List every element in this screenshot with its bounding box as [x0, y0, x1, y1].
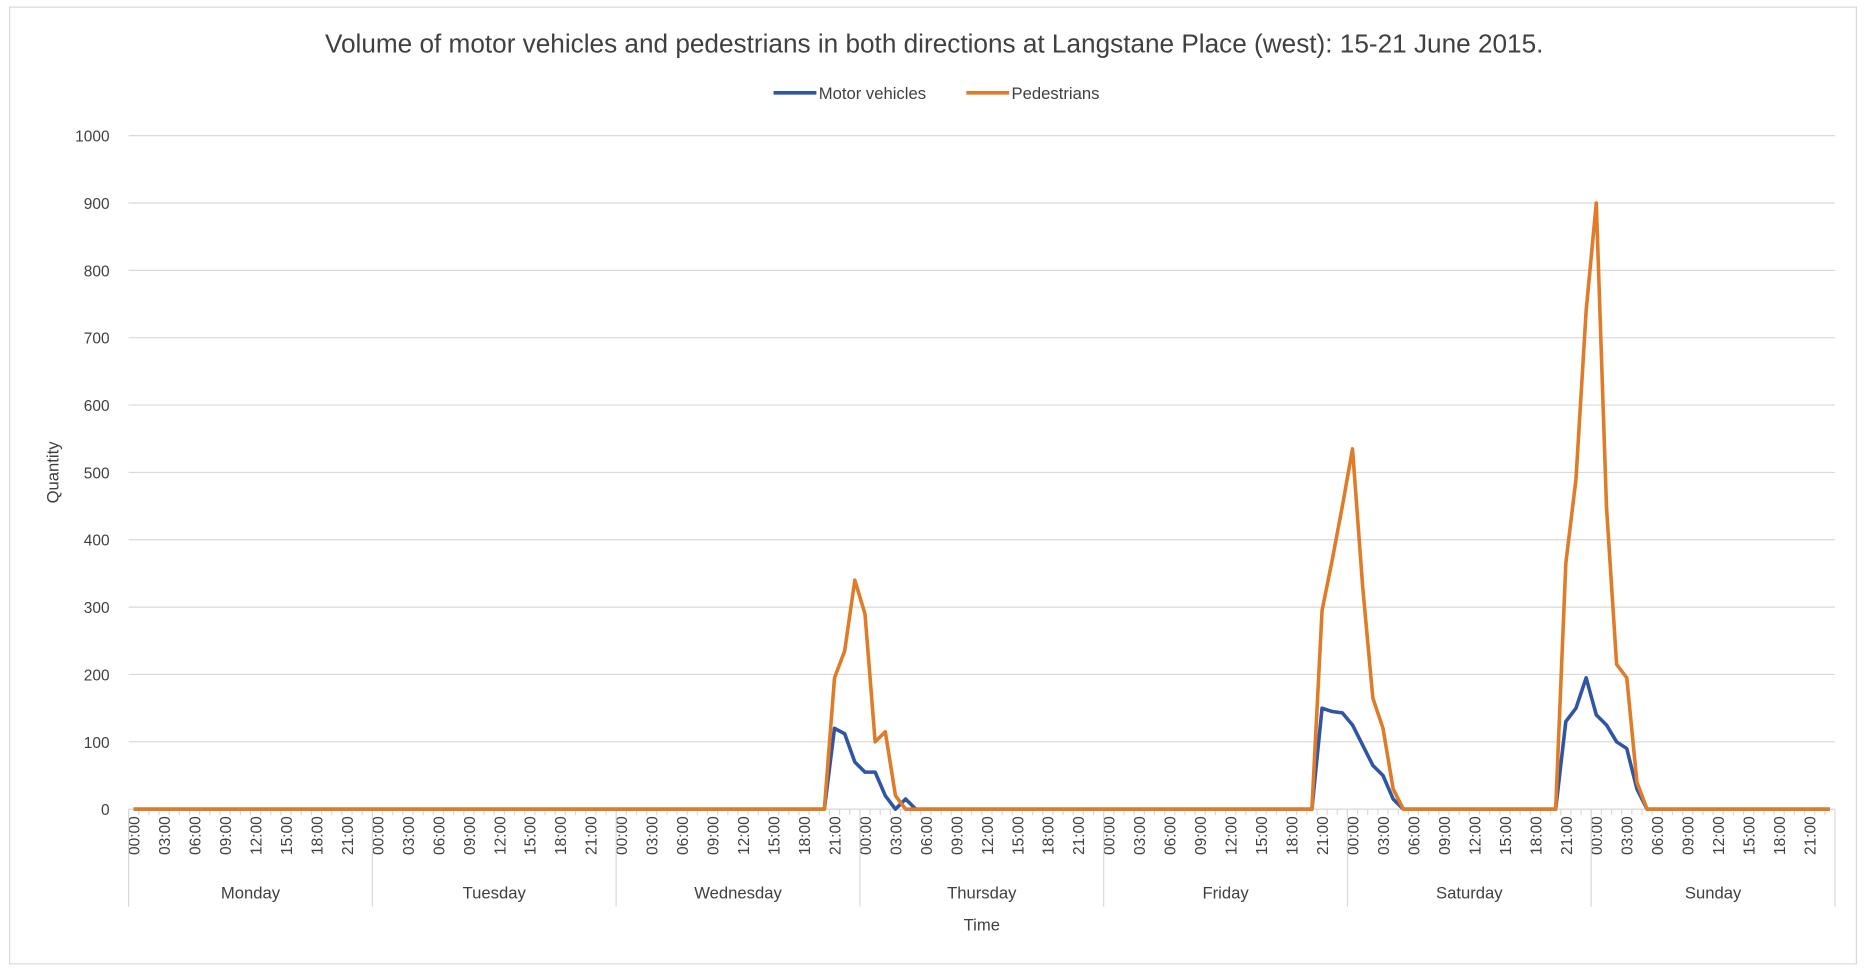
group-label: Thursday: [947, 883, 1017, 902]
group-label: Tuesday: [463, 883, 527, 902]
x-tick-label: 18:00: [1041, 816, 1058, 855]
x-tick-label: 21:00: [584, 816, 601, 855]
x-tick-label: 09:00: [949, 816, 966, 855]
x-tick-label: 15:00: [523, 816, 540, 855]
x-tick-label: 18:00: [1528, 816, 1545, 855]
series-line: [133, 201, 1830, 811]
x-tick-label: 18:00: [553, 816, 570, 855]
x-tick-label: 15:00: [279, 816, 296, 855]
x-tick-label: 03:00: [401, 816, 418, 855]
x-tick-label: 06:00: [188, 816, 205, 855]
x-tick-label: 09:00: [706, 816, 723, 855]
x-tick-label: 00:00: [370, 816, 387, 855]
x-tick-label: 21:00: [1803, 816, 1820, 855]
legend-label: Pedestrians: [1012, 84, 1100, 103]
x-tick-label: 18:00: [309, 816, 326, 855]
x-tick-label: 03:00: [1132, 816, 1149, 855]
group-label: Friday: [1202, 883, 1249, 902]
x-tick-label: 00:00: [127, 816, 144, 855]
x-tick-label: 00:00: [614, 816, 631, 855]
x-tick-label: 06:00: [675, 816, 692, 855]
x-tick-label: 03:00: [888, 816, 905, 855]
x-tick-label: 03:00: [645, 816, 662, 855]
x-tick-label: 21:00: [1559, 816, 1576, 855]
x-tick-label: 06:00: [431, 816, 448, 855]
x-tick-label: 12:00: [736, 816, 753, 855]
x-tick-label: 09:00: [1437, 816, 1454, 855]
x-tick-label: 15:00: [1742, 816, 1759, 855]
x-tick-label: 00:00: [1102, 816, 1119, 855]
x-tick-label: 09:00: [1681, 816, 1698, 855]
x-tick-label: 21:00: [1315, 816, 1332, 855]
x-tick-label: 09:00: [218, 816, 235, 855]
group-label: Sunday: [1685, 883, 1742, 902]
x-tick-label: 18:00: [1772, 816, 1789, 855]
x-tick-label: 00:00: [858, 816, 875, 855]
x-tick-label: 06:00: [1650, 816, 1667, 855]
group-label: Monday: [221, 883, 281, 902]
chart-title: Volume of motor vehicles and pedestrians…: [325, 28, 1543, 58]
x-tick-label: 15:00: [1498, 816, 1515, 855]
x-tick-label: 12:00: [492, 816, 509, 855]
group-label: Wednesday: [694, 883, 782, 902]
y-tick-label: 0: [101, 802, 110, 819]
x-tick-label: 15:00: [1010, 816, 1027, 855]
x-tick-label: 03:00: [1376, 816, 1393, 855]
y-tick-label: 1000: [75, 129, 109, 146]
group-label: Saturday: [1436, 883, 1503, 902]
x-tick-label: 18:00: [1285, 816, 1302, 855]
x-tick-label: 03:00: [157, 816, 174, 855]
x-tick-label: 06:00: [919, 816, 936, 855]
x-axis-label: Time: [964, 916, 1000, 935]
x-tick-label: 12:00: [980, 816, 997, 855]
y-tick-label: 600: [84, 398, 110, 415]
x-tick-label: 12:00: [1467, 816, 1484, 855]
legend-label: Motor vehicles: [819, 84, 926, 103]
x-tick-label: 18:00: [797, 816, 814, 855]
y-tick-label: 900: [84, 196, 110, 213]
y-tick-label: 400: [84, 533, 110, 550]
x-tick-label: 06:00: [1406, 816, 1423, 855]
x-tick-label: 06:00: [1163, 816, 1180, 855]
chart-frame: [9, 6, 1857, 965]
x-tick-label: 12:00: [1711, 816, 1728, 855]
x-tick-label: 12:00: [249, 816, 266, 855]
x-tick-label: 09:00: [1193, 816, 1210, 855]
y-tick-label: 100: [84, 735, 110, 752]
y-tick-label: 300: [84, 600, 110, 617]
x-tick-label: 00:00: [1345, 816, 1362, 855]
x-tick-label: 21:00: [340, 816, 357, 855]
x-tick-label: 09:00: [462, 816, 479, 855]
x-tick-label: 12:00: [1224, 816, 1241, 855]
y-tick-label: 700: [84, 331, 110, 348]
y-tick-label: 800: [84, 263, 110, 280]
x-tick-label: 15:00: [767, 816, 784, 855]
x-tick-label: 03:00: [1620, 816, 1637, 855]
y-axis-label: Quantity: [43, 441, 62, 504]
x-tick-label: 15:00: [1254, 816, 1271, 855]
y-tick-label: 200: [84, 667, 110, 684]
x-tick-label: 21:00: [827, 816, 844, 855]
y-tick-label: 500: [84, 465, 110, 482]
x-tick-label: 00:00: [1589, 816, 1606, 855]
x-tick-label: 21:00: [1071, 816, 1088, 855]
